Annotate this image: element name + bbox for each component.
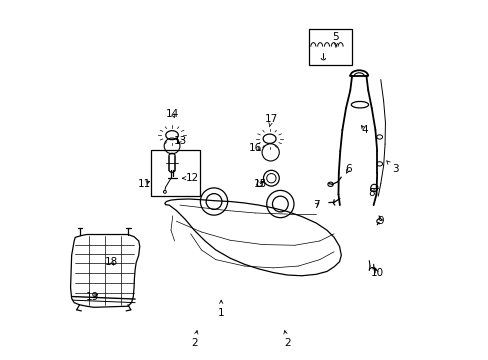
Text: 12: 12 (182, 173, 199, 183)
Text: 15: 15 (253, 179, 267, 189)
Text: 18: 18 (105, 257, 118, 267)
Text: 10: 10 (370, 268, 383, 278)
Text: 1: 1 (218, 300, 224, 318)
Text: 7: 7 (312, 200, 319, 210)
Text: 6: 6 (345, 164, 351, 174)
Text: 2: 2 (191, 330, 198, 348)
Text: 8: 8 (368, 188, 374, 198)
Text: 19: 19 (85, 292, 99, 302)
Text: 13: 13 (173, 136, 186, 145)
Text: 5: 5 (332, 32, 339, 47)
Text: 14: 14 (166, 109, 179, 119)
Bar (151, 149, 199, 196)
Text: 3: 3 (386, 161, 398, 174)
Text: 17: 17 (264, 114, 278, 127)
Text: 16: 16 (248, 143, 262, 153)
Text: 4: 4 (361, 125, 367, 135)
Bar (308, 30, 351, 65)
Text: 11: 11 (137, 179, 150, 189)
Text: 9: 9 (377, 216, 383, 226)
Text: 2: 2 (283, 330, 290, 348)
